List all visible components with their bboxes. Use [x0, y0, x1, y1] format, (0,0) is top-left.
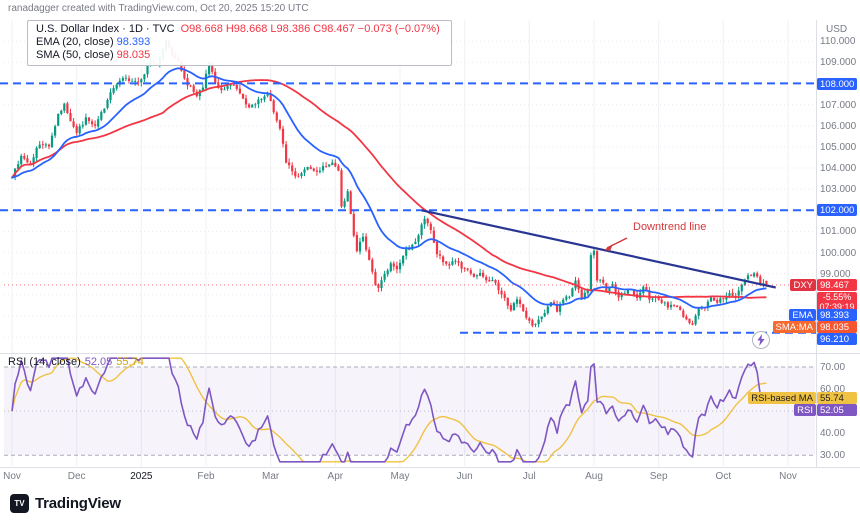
price-axis-label[interactable]: 109.000 — [820, 57, 857, 69]
symbol-legend-row: U.S. Dollar Index · 1D · TVC O98.668 H98.668 L… — [36, 23, 443, 36]
sma-badge-label: SMA:MA — [772, 321, 816, 333]
sma-legend-row: SMA (50, close) 98.035 — [36, 49, 443, 62]
interval-label: 1D — [128, 23, 143, 35]
symbol-ticker-label: DXY — [790, 279, 816, 291]
time-axis-label[interactable]: Aug — [585, 471, 603, 482]
rsi-ma-axis-badge: RSI-based MA 55.74 — [748, 392, 857, 404]
tradingview-logo-text: TradingView — [35, 495, 121, 512]
change-value: −0.073 (−0.07%) — [357, 23, 440, 35]
time-axis-label[interactable]: Nov — [779, 471, 797, 482]
rsi-axis-label[interactable]: 70.00 — [820, 362, 846, 374]
price-axis-label[interactable]: 105.000 — [820, 141, 857, 153]
symbol-legend: U.S. Dollar Index · 1D · TVC O98.668 H98.668 L… — [27, 20, 452, 66]
ema-label: EMA (20, close) — [36, 36, 114, 48]
sma-line — [11, 79, 767, 299]
price-axis-label[interactable]: 103.000 — [820, 184, 857, 196]
change-countdown-badge: -5.55% 07:39:19 — [817, 292, 857, 313]
time-axis-label[interactable]: Jun — [456, 471, 473, 482]
time-axis-label[interactable]: Sep — [649, 471, 668, 482]
level-102-badge: 102.000 — [817, 204, 857, 216]
rsi-value: 52.05 — [84, 356, 113, 368]
price-axis-label[interactable]: 101.000 — [820, 226, 857, 238]
time-axis-label[interactable]: Jul — [522, 471, 536, 482]
downtrend-line — [421, 209, 776, 289]
time-axis-label[interactable]: Mar — [262, 471, 280, 482]
rsi-axis-label[interactable]: 40.00 — [820, 428, 846, 440]
level-108-value: 108.000 — [817, 78, 857, 90]
rsi-line — [11, 357, 768, 463]
time-axis-label[interactable]: Dec — [67, 471, 86, 482]
rsi-label: RSI (14, close) — [8, 356, 81, 368]
ema-line — [11, 67, 767, 309]
time-axis-label[interactable]: Nov — [3, 471, 21, 482]
rsi-badge-value: 52.05 — [817, 404, 857, 416]
tradingview-logo[interactable]: TV TradingView — [10, 494, 121, 513]
rsi-legend: RSI (14, close) 52.05 55.74 — [8, 356, 148, 368]
candles — [10, 39, 768, 328]
rsi-ma-value: 55.74 — [116, 356, 144, 368]
close-value: C98.467 — [313, 23, 355, 35]
level-96-value: 96.210 — [817, 333, 857, 345]
currency-axis-label: USD — [826, 24, 848, 35]
symbol-name: U.S. Dollar Index — [36, 23, 120, 35]
low-value: L98.386 — [270, 23, 311, 35]
sma-label: SMA (50, close) — [36, 49, 114, 61]
rsi-axis-label[interactable]: 30.00 — [820, 450, 846, 462]
time-axis-label[interactable]: Apr — [327, 471, 344, 482]
time-axis-label[interactable]: Feb — [197, 471, 215, 482]
ema-badge-label: EMA — [789, 309, 816, 321]
sma-badge-value: 98.035 — [817, 321, 857, 333]
flash-icon[interactable] — [751, 330, 771, 350]
change-percent: -5.55% — [822, 292, 852, 302]
separator: · — [122, 23, 126, 35]
time-axis-label[interactable]: 2025 — [130, 471, 153, 482]
rsi-badge-label: RSI — [794, 404, 816, 416]
sma-axis-badge: SMA:MA 98.035 — [772, 321, 857, 333]
ema-value: 98.393 — [116, 36, 151, 48]
price-axis-label[interactable]: 99.000 — [820, 268, 851, 280]
ema-axis-badge: EMA 98.393 — [789, 309, 857, 321]
price-axis-label[interactable]: 110.000 — [820, 36, 856, 48]
rsi-ma-badge-value: 55.74 — [817, 392, 857, 404]
level-108-badge: 108.000 — [817, 78, 857, 90]
open-value: O98.668 — [180, 23, 223, 35]
rsi-ma-badge-label: RSI-based MA — [748, 392, 816, 404]
price-axis-label[interactable]: 100.000 — [820, 247, 857, 259]
last-price-value: 98.467 — [817, 279, 857, 291]
ema-legend-row: EMA (20, close) 98.393 — [36, 36, 443, 49]
attribution-text: ranadagger created with TradingView.com,… — [8, 3, 309, 14]
price-axis-label[interactable]: 104.000 — [820, 163, 857, 175]
last-price-badge: DXY 98.467 — [790, 279, 857, 291]
exchange-label: TVC — [152, 23, 175, 35]
level-96-badge: 96.210 — [817, 333, 857, 345]
sma-value: 98.035 — [116, 49, 151, 61]
time-axis-label[interactable]: Oct — [715, 471, 732, 482]
separator: · — [145, 23, 150, 35]
bar-countdown: 07:39:19 — [819, 301, 855, 312]
level-102-value: 102.000 — [817, 204, 857, 216]
high-value: H98.668 — [225, 23, 268, 35]
price-axis-label[interactable]: 107.000 — [820, 99, 857, 111]
tradingview-logo-mark: TV — [10, 494, 29, 513]
time-axis-label[interactable]: May — [390, 471, 410, 482]
downtrend-annotation[interactable]: Downtrend line — [633, 221, 707, 233]
rsi-axis-label[interactable]: 60.00 — [820, 384, 846, 396]
rsi-axis-badge: RSI 52.05 — [794, 404, 857, 416]
ema-badge-value: 98.393 — [817, 309, 857, 321]
price-axis-label[interactable]: 106.000 — [820, 120, 857, 132]
